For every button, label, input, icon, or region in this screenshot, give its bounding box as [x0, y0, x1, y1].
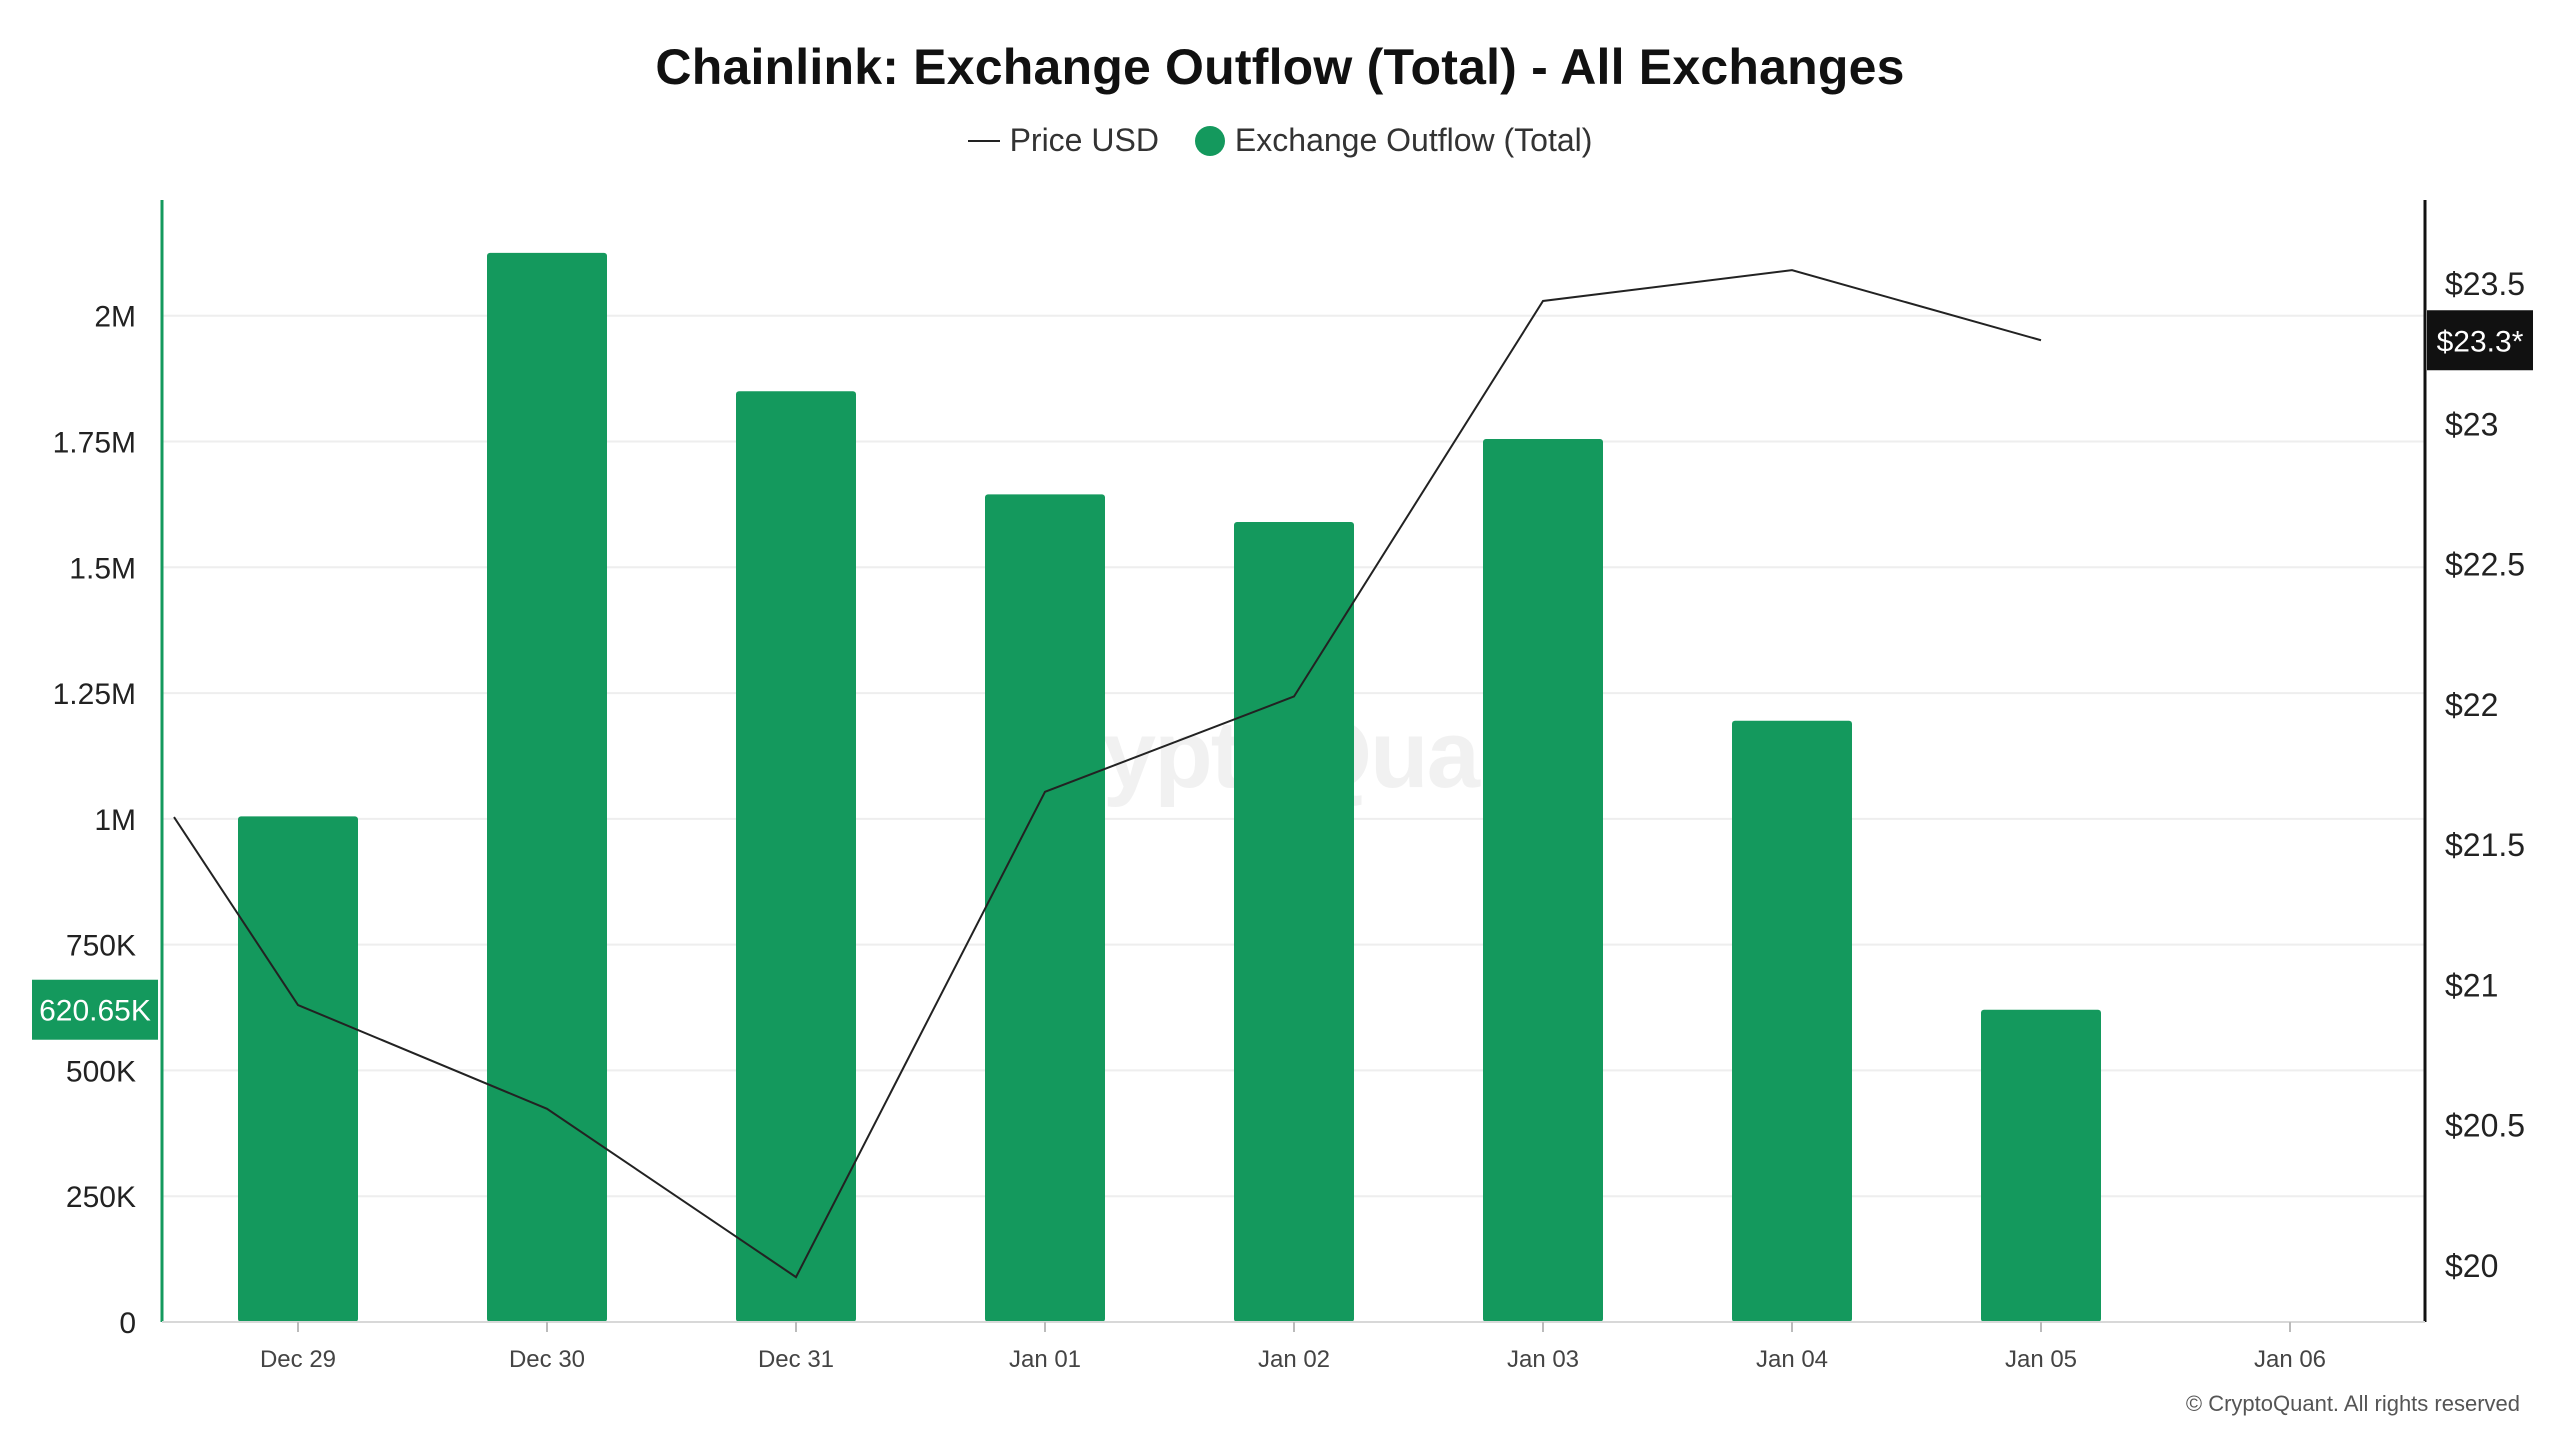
outflow-bar[interactable]: [1483, 438, 1603, 1322]
outflow-bar[interactable]: [1234, 522, 1354, 1322]
right-tick-label: $23: [2445, 406, 2498, 442]
left-tick-label: 500K: [66, 1055, 136, 1088]
right-tick-label: $20: [2445, 1248, 2498, 1284]
right-tick-label: $21: [2445, 967, 2498, 1003]
outflow-bar[interactable]: [736, 391, 856, 1322]
legend: Price USD Exchange Outflow (Total): [0, 122, 2560, 159]
right-tick-label: $20.5: [2445, 1108, 2525, 1144]
right-tick-label: $23.5: [2445, 266, 2525, 302]
left-tick-label: 1M: [94, 804, 136, 837]
x-tick-label: Dec 29: [260, 1346, 336, 1373]
copyright: © CryptoQuant. All rights reserved: [2185, 1391, 2520, 1416]
x-tick-label: Jan 01: [1009, 1346, 1081, 1373]
right-tick-label: $21.5: [2445, 827, 2525, 863]
current-outflow-badge: [32, 979, 158, 1040]
right-tick-label: $22: [2445, 687, 2498, 723]
left-tick-label: 750K: [66, 930, 136, 963]
x-tick-label: Dec 30: [509, 1346, 585, 1373]
left-tick-label: 1.5M: [69, 552, 136, 585]
x-tick-label: Jan 06: [2254, 1346, 2326, 1373]
outflow-dot-swatch-icon: [1194, 125, 1225, 156]
left-tick-label: 2M: [94, 301, 136, 334]
outflow-bar[interactable]: [1732, 720, 1852, 1322]
outflow-bar[interactable]: [487, 252, 607, 1322]
left-tick-label: 1.75M: [53, 427, 136, 460]
legend-item-outflow[interactable]: Exchange Outflow (Total): [1194, 122, 1593, 159]
legend-item-price[interactable]: Price USD: [967, 122, 1159, 159]
current-price-label: $23.3*: [2437, 325, 2524, 358]
x-tick-label: Jan 02: [1258, 1346, 1330, 1373]
outflow-bar[interactable]: [1981, 1009, 2101, 1322]
current-price-badge: [2427, 310, 2533, 371]
current-outflow-label: 620.65K: [39, 995, 151, 1028]
outflow-bar[interactable]: [238, 816, 358, 1322]
legend-price-label: Price USD: [1009, 122, 1159, 158]
x-tick-label: Jan 05: [2005, 1346, 2077, 1373]
x-tick-label: Jan 03: [1507, 1346, 1579, 1373]
left-tick-label: 0: [119, 1307, 136, 1340]
left-tick-label: 250K: [66, 1181, 136, 1214]
left-tick-label: 1.25M: [53, 678, 136, 711]
outflow-bar[interactable]: [985, 494, 1105, 1323]
legend-outflow-label: Exchange Outflow (Total): [1234, 122, 1593, 158]
price-line[interactable]: [173, 269, 2042, 1279]
x-tick-label: Dec 31: [758, 1346, 834, 1373]
x-tick-label: Jan 04: [1756, 1346, 1828, 1373]
price-line-swatch-icon: [967, 139, 1000, 142]
right-tick-label: $22.5: [2445, 547, 2525, 583]
chart-title: Chainlink: Exchange Outflow (Total) - Al…: [655, 39, 1905, 95]
